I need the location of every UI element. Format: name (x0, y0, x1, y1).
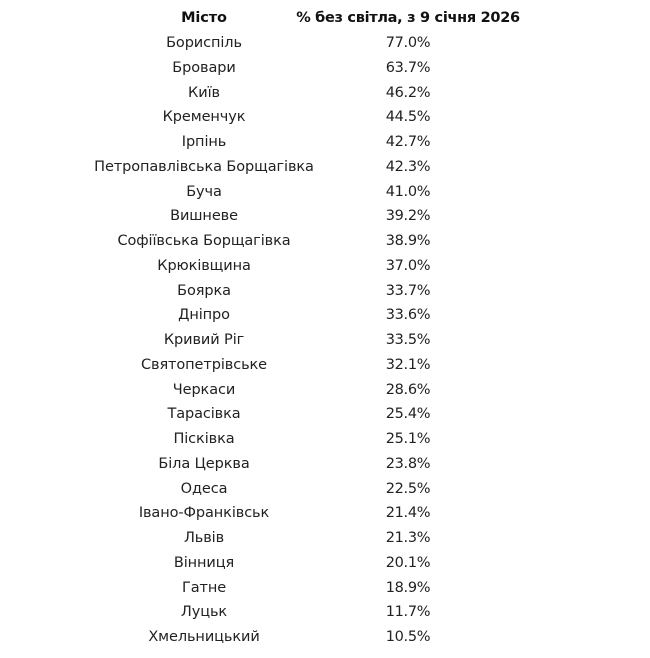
table-row: Софіївська Борщагівка 38.9% (0, 229, 650, 253)
city-name: Боярка (177, 282, 231, 299)
percent-value: 44.5% (385, 109, 431, 126)
percent-value: 39.2% (385, 208, 431, 225)
city-name: Одеса (180, 480, 228, 497)
city-name: Гатне (181, 579, 227, 596)
table-row: Святопетрівське 32.1% (0, 353, 650, 377)
city-name: Бориспіль (166, 35, 242, 51)
city-name: Софіївська Борщагівка (117, 233, 291, 249)
city-name: Буча (186, 183, 222, 200)
city-name: Хмельницький (148, 629, 260, 645)
percent-value: 63.7% (385, 59, 431, 76)
percent-value: 37.0% (385, 257, 431, 274)
percent-value: 22.5% (385, 480, 431, 497)
table-row: Кривий Ріг 33.5% (0, 328, 650, 352)
table-row: Вишневе 39.2% (0, 204, 650, 228)
table-row: Тарасівка 25.4% (0, 402, 650, 426)
percent-value: 33.7% (385, 282, 431, 299)
percent-value: 11.7% (385, 604, 431, 621)
city-name: Черкаси (172, 381, 236, 398)
city-name: Вишневе (170, 208, 238, 225)
table-row: Луцьк 11.7% (0, 600, 650, 624)
city-name: Крюківщина (157, 257, 251, 274)
city-name: Івано-Франківськ (138, 505, 270, 522)
city-name: Тарасівка (167, 406, 241, 423)
table-row: Пісківка 25.1% (0, 427, 650, 451)
table-row: Буча 41.0% (0, 180, 650, 204)
percent-value: 25.4% (385, 406, 431, 423)
table-row: Київ 46.2% (0, 81, 650, 105)
table-row: Біла Церква 23.8% (0, 452, 650, 476)
city-name: Біла Церква (158, 455, 250, 472)
percent-value: 42.3% (385, 158, 431, 175)
table-row: Кременчук 44.5% (0, 105, 650, 129)
percent-value: 77.0% (385, 35, 431, 51)
percent-value: 21.4% (385, 505, 431, 522)
percent-value: 33.5% (385, 332, 431, 348)
percent-value: 28.6% (385, 381, 431, 398)
percent-value: 18.9% (385, 579, 431, 596)
city-name: Дніпро (178, 307, 230, 324)
percent-value: 21.3% (385, 530, 431, 546)
table-row: Дніпро 33.6% (0, 303, 650, 327)
city-name: Бровари (172, 59, 236, 76)
city-name: Кременчук (162, 109, 246, 126)
city-name: Святопетрівське (140, 356, 268, 373)
table-row: Бровари 63.7% (0, 56, 650, 80)
percent-value: 38.9% (385, 233, 431, 249)
table-row: Гатне 18.9% (0, 576, 650, 600)
header-percent-without-power: % без світла, з 9 січня 2026 (296, 10, 520, 26)
table-row: Вінниця 20.1% (0, 551, 650, 575)
city-name: Пісківка (173, 431, 235, 447)
city-name: Петропавлівська Борщагівка (94, 158, 314, 175)
percent-value: 41.0% (385, 183, 431, 200)
table-row: Ірпінь 42.7% (0, 130, 650, 154)
table-row: Крюківщина 37.0% (0, 254, 650, 278)
percent-value: 10.5% (385, 629, 431, 645)
percent-value: 42.7% (385, 134, 431, 150)
city-name: Київ (188, 84, 220, 101)
percent-value: 20.1% (385, 554, 431, 571)
city-name: Вінниця (173, 554, 235, 571)
city-name: Луцьк (180, 604, 228, 621)
table-row: Черкаси 28.6% (0, 378, 650, 402)
table-row: Петропавлівська Борщагівка 42.3% (0, 155, 650, 179)
percent-value: 32.1% (385, 356, 431, 373)
city-name: Кривий Ріг (163, 332, 245, 348)
percent-value: 46.2% (385, 84, 431, 101)
percent-value: 33.6% (385, 307, 431, 324)
header-city: Місто (181, 10, 227, 26)
table-row: Боярка 33.7% (0, 279, 650, 303)
table-row: Львів 21.3% (0, 526, 650, 550)
table-row: Одеса 22.5% (0, 477, 650, 501)
percent-value: 23.8% (385, 455, 431, 472)
table-header: Місто % без світла, з 9 січня 2026 (0, 6, 650, 30)
city-name: Ірпінь (181, 134, 227, 150)
city-name: Львів (183, 530, 225, 546)
percent-value: 25.1% (385, 431, 431, 447)
table-row: Хмельницький 10.5% (0, 625, 650, 649)
table-row: Бориспіль 77.0% (0, 31, 650, 55)
table-row: Івано-Франківськ 21.4% (0, 501, 650, 525)
